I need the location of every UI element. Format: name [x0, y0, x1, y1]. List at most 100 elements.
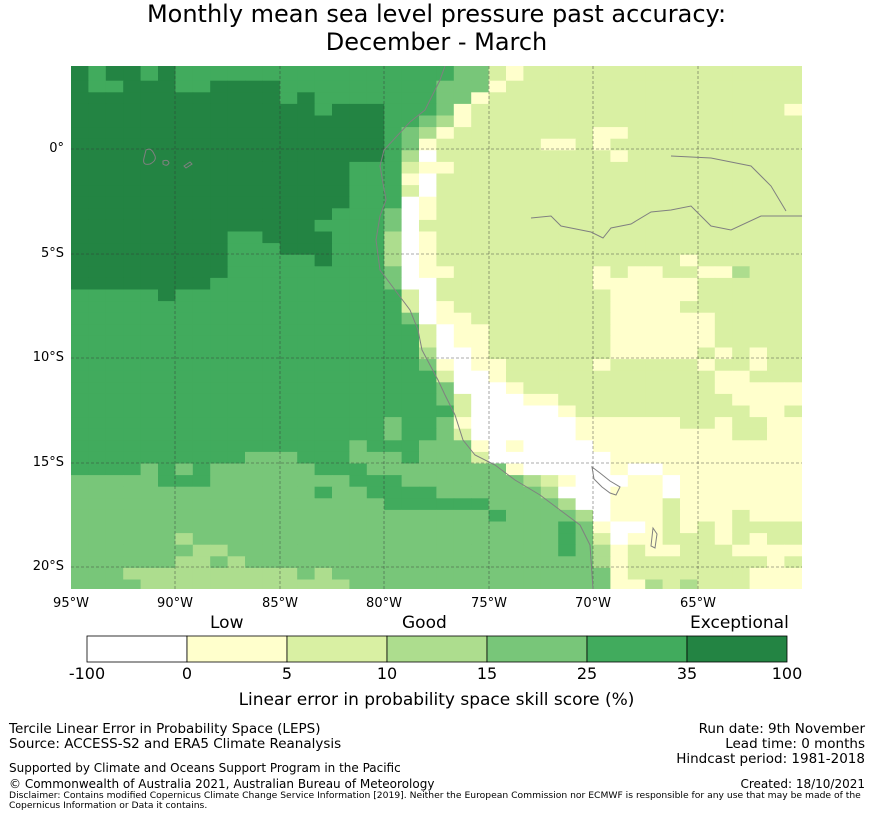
grid-cell: [593, 312, 611, 325]
grid-cell: [401, 428, 420, 441]
grid-cell: [210, 115, 228, 128]
grid-cell: [558, 463, 576, 476]
grid-cell: [158, 127, 176, 140]
grid-cell: [262, 103, 281, 116]
grid-cell: [662, 567, 681, 580]
grid-cell: [314, 196, 333, 209]
grid-cell: [401, 486, 420, 499]
grid-cell: [210, 173, 228, 186]
grid-cell: [245, 347, 263, 360]
grid-cell: [175, 219, 194, 232]
grid-cell: [488, 521, 507, 534]
grid-cell: [784, 556, 802, 569]
grid-cell: [471, 359, 489, 372]
grid-cell: [767, 335, 785, 348]
grid-cell: [610, 533, 629, 546]
grid-cell: [558, 150, 576, 163]
grid-cell: [419, 173, 437, 186]
grid-cell: [575, 266, 594, 279]
grid-cell: [227, 173, 246, 186]
grid-cell: [471, 66, 489, 82]
grid-cell: [210, 567, 228, 580]
grid-cell: [523, 486, 542, 499]
grid-cell: [593, 567, 611, 580]
support-text: Supported by Climate and Oceans Support …: [9, 761, 401, 775]
grid-cell: [593, 115, 611, 128]
grid-cell: [332, 301, 350, 314]
grid-cell: [227, 301, 246, 314]
grid-cell: [88, 335, 107, 348]
grid-cell: [593, 243, 611, 256]
grid-cell: [123, 521, 141, 534]
grid-cell: [610, 359, 629, 372]
grid-cell: [645, 405, 663, 418]
grid-cell: [71, 417, 89, 430]
grid-cell: [158, 417, 176, 430]
grid-cell: [471, 393, 489, 406]
grid-cell: [714, 243, 733, 256]
grid-cell: [366, 417, 385, 430]
grid-cell: [593, 266, 611, 279]
grid-cell: [488, 393, 507, 406]
colorbar-category-exceptional: Exceptional: [690, 613, 789, 633]
grid-cell: [175, 567, 194, 580]
grid-cell: [714, 92, 733, 105]
grid-cell: [175, 66, 194, 82]
grid-cell: [279, 301, 298, 314]
grid-cell: [158, 115, 176, 128]
grid-cell: [697, 463, 716, 476]
grid-cell: [436, 150, 455, 163]
grid-cell: [71, 359, 89, 372]
grid-cell: [349, 266, 368, 279]
grid-cell: [697, 103, 716, 116]
grid-cell: [749, 382, 768, 395]
grid-cell: [245, 567, 263, 580]
grid-cell: [662, 428, 681, 441]
grid-cell: [88, 382, 107, 395]
grid-cell: [140, 382, 159, 395]
grid-cell: [297, 289, 315, 302]
grid-cell: [175, 208, 194, 221]
grid-cell: [662, 393, 681, 406]
grid-cell: [384, 475, 402, 488]
grid-cell: [610, 579, 629, 589]
grid-cell: [540, 289, 559, 302]
grid-cell: [732, 498, 750, 511]
grid-cell: [262, 301, 281, 314]
grid-cell: [175, 266, 194, 279]
grid-cell: [662, 92, 681, 105]
grid-cell: [192, 579, 211, 589]
grid-cell: [262, 127, 281, 140]
grid-cell: [123, 359, 141, 372]
grid-cell: [349, 382, 368, 395]
grid-cell: [610, 66, 629, 82]
grid-cell: [366, 173, 385, 186]
grid-cell: [680, 254, 698, 267]
grid-cell: [488, 243, 507, 256]
grid-cell: [210, 243, 228, 256]
grid-cell: [279, 533, 298, 546]
grid-cell: [140, 486, 159, 499]
grid-cell: [297, 312, 315, 325]
grid-cell: [262, 289, 281, 302]
grid-cell: [192, 219, 211, 232]
grid-cell: [540, 521, 559, 534]
grid-cell: [436, 185, 455, 198]
grid-cell: [697, 370, 716, 383]
grid-cell: [697, 428, 716, 441]
grid-cell: [123, 382, 141, 395]
grid-cell: [471, 243, 489, 256]
grid-cell: [140, 556, 159, 569]
grid-cell: [784, 115, 802, 128]
grid-cell: [784, 544, 802, 557]
grid-cell: [575, 103, 594, 116]
grid-cell: [453, 185, 472, 198]
grid-cell: [523, 161, 542, 174]
grid-cell: [749, 393, 768, 406]
grid-cell: [784, 579, 802, 589]
grid-cell: [401, 161, 420, 174]
grid-cell: [784, 266, 802, 279]
grid-cell: [488, 219, 507, 232]
grid-cell: [506, 92, 524, 105]
grid-cell: [175, 451, 194, 464]
